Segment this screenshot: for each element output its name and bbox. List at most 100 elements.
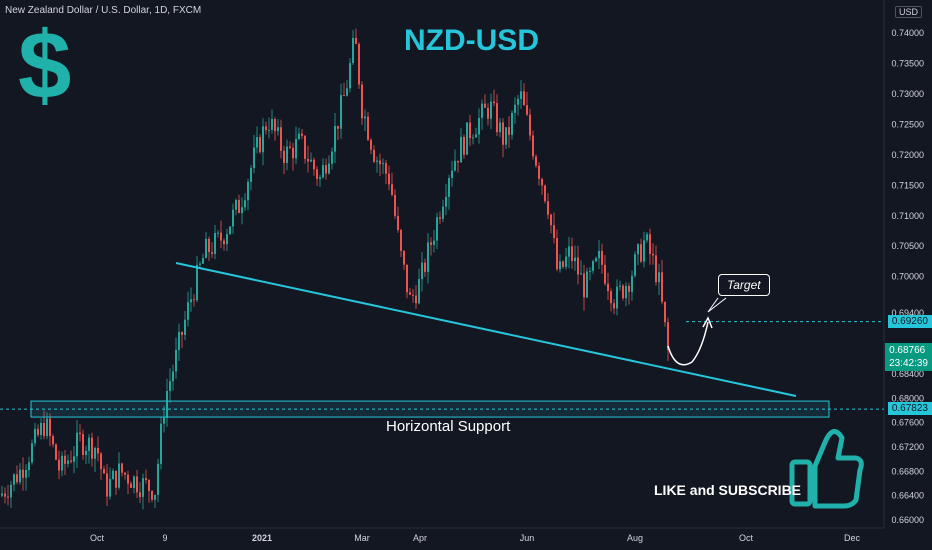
candle-body <box>139 492 141 497</box>
candle-body <box>550 214 552 226</box>
candle-body <box>514 104 516 113</box>
candle-body <box>433 240 435 245</box>
candle-body <box>364 116 366 119</box>
candle-body <box>667 322 669 350</box>
candle-body <box>112 470 114 480</box>
candle-body <box>460 136 462 163</box>
candle-body <box>619 285 621 287</box>
candle-body <box>55 444 57 460</box>
candle-body <box>520 91 522 99</box>
candle-body <box>298 133 300 140</box>
candle-body <box>337 125 339 129</box>
candle-body <box>601 250 603 265</box>
price-axis <box>884 0 932 550</box>
candle-body <box>568 246 570 257</box>
candle-body <box>202 257 204 264</box>
candle-body <box>10 484 12 498</box>
candle-body <box>304 135 306 159</box>
candle-body <box>517 98 519 105</box>
candle-body <box>211 252 213 254</box>
candle-body <box>250 168 252 182</box>
candle-body <box>622 285 624 299</box>
candle-body <box>100 453 102 470</box>
chart-annotation-title: NZD-USD <box>404 24 539 57</box>
candle-body <box>334 125 336 152</box>
candle-body <box>106 473 108 497</box>
candle-body <box>598 250 600 259</box>
instrument-title: New Zealand Dollar / U.S. Dollar, 1D, FX… <box>5 5 202 16</box>
candle-body <box>616 286 618 309</box>
candle-body <box>160 423 162 464</box>
candle-body <box>415 295 417 304</box>
candle-body <box>664 301 666 323</box>
candle-body <box>97 447 99 454</box>
candle-body <box>604 264 606 284</box>
candle-body <box>556 238 558 270</box>
candle-body <box>307 158 309 162</box>
candle-body <box>82 434 84 456</box>
candle-body <box>34 428 36 444</box>
y-tick-label: 0.66000 <box>891 515 924 525</box>
candle-body <box>265 126 267 131</box>
candle-body <box>484 103 486 108</box>
y-tick-label: 0.67600 <box>891 418 924 428</box>
candle-body <box>511 112 513 135</box>
candle-body <box>535 156 537 166</box>
dollar-icon: $ <box>18 12 72 119</box>
candle-body <box>88 437 90 451</box>
candle-body <box>466 122 468 155</box>
y-tick-label: 0.70500 <box>891 241 924 251</box>
candle-body <box>49 418 51 437</box>
candle-body <box>481 103 483 118</box>
candle-body <box>655 255 657 282</box>
currency-badge[interactable]: USD <box>894 6 922 18</box>
candle-body <box>451 170 453 179</box>
y-tick-label: 0.67200 <box>891 442 924 452</box>
candle-body <box>553 225 555 239</box>
candle-body <box>253 147 255 169</box>
candle-body <box>442 206 444 219</box>
candle-body <box>43 422 45 437</box>
descending-trendline <box>175 262 797 397</box>
candle-body <box>124 472 126 475</box>
candle-body <box>376 160 378 162</box>
candle-body <box>508 127 510 135</box>
candle-body <box>190 299 192 303</box>
candle-body <box>331 151 333 164</box>
candle-body <box>52 436 54 445</box>
candle-body <box>526 105 528 115</box>
candle-body <box>496 103 498 133</box>
candle-body <box>454 160 456 171</box>
candle-body <box>184 319 186 336</box>
candle-body <box>316 169 318 180</box>
candle-body <box>313 159 315 170</box>
candle-body <box>658 272 660 282</box>
projection-arrowhead <box>702 316 713 329</box>
candle-body <box>118 463 120 488</box>
candle-body <box>157 463 159 495</box>
candle-body <box>241 207 243 213</box>
candle-body <box>220 232 222 241</box>
candle-body <box>73 456 75 462</box>
candle-body <box>223 240 225 245</box>
candle-body <box>37 428 39 435</box>
candle-body <box>625 285 627 299</box>
candle-body <box>325 165 327 174</box>
candle-body <box>367 116 369 140</box>
candle-body <box>430 242 432 245</box>
y-tick-label: 0.71000 <box>891 211 924 221</box>
y-tick-label: 0.74000 <box>891 28 924 38</box>
candle-body <box>472 137 474 139</box>
candle-body <box>256 137 258 148</box>
candle-body <box>133 476 135 488</box>
candle-body <box>343 95 345 97</box>
candle-body <box>145 478 147 480</box>
candle-body <box>469 122 471 139</box>
candle-body <box>289 146 291 148</box>
candle-body <box>457 160 459 163</box>
thumbs-up-icon <box>789 429 864 509</box>
candle-body <box>142 478 144 497</box>
candle-body <box>463 136 465 155</box>
candle-body <box>70 460 72 462</box>
